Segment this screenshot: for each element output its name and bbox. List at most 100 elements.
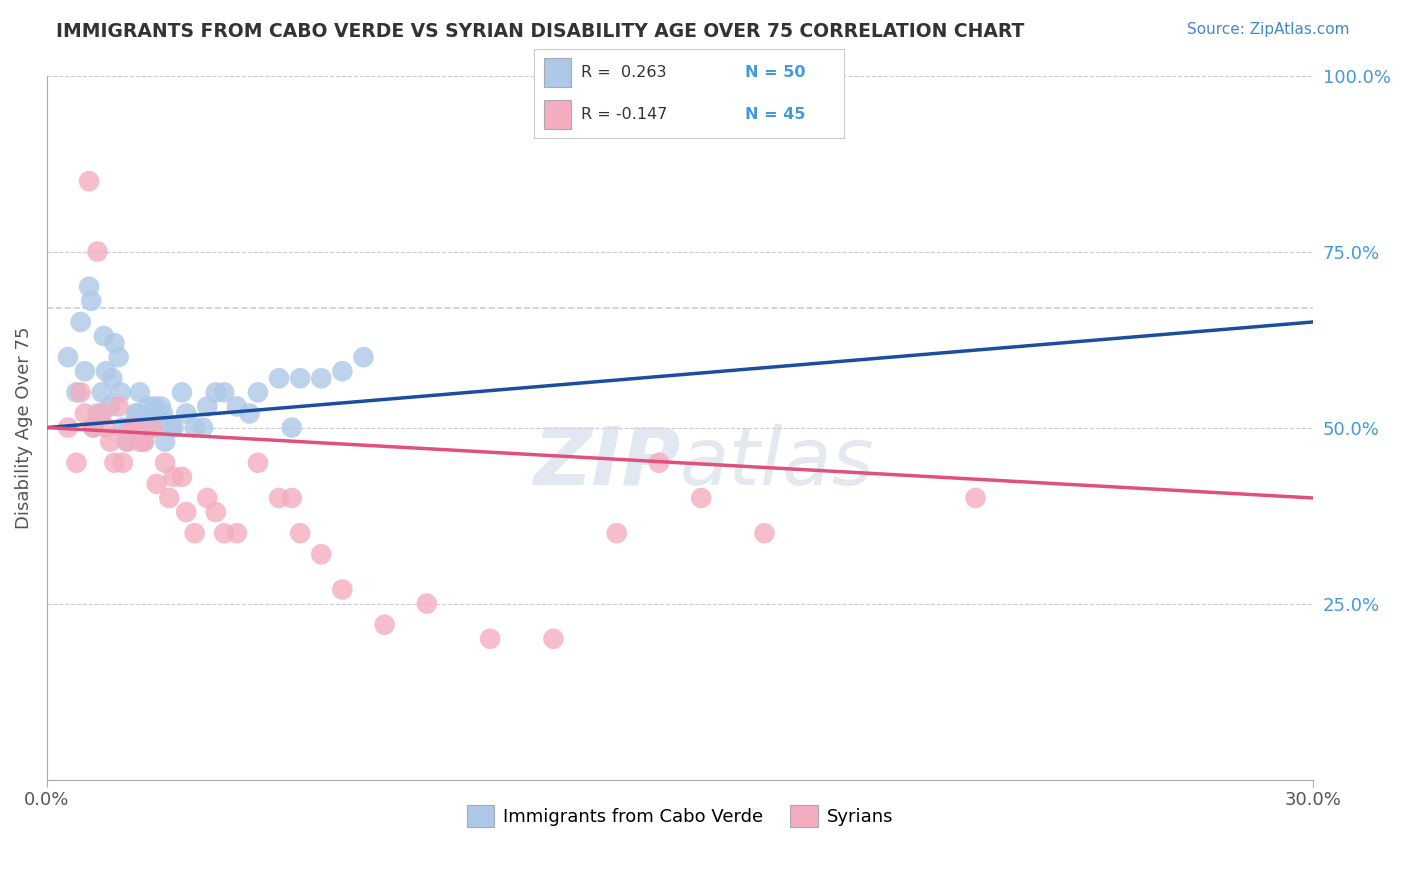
- Point: [195, 400, 218, 414]
- Point: [153, 434, 176, 449]
- Point: [288, 371, 311, 385]
- Point: [69, 385, 91, 400]
- Legend: Immigrants from Cabo Verde, Syrians: Immigrants from Cabo Verde, Syrians: [460, 797, 900, 834]
- Point: [225, 400, 247, 414]
- Point: [311, 371, 333, 385]
- Point: [212, 385, 235, 400]
- Point: [280, 491, 302, 505]
- Point: [754, 526, 776, 541]
- Point: [204, 385, 226, 400]
- Point: [606, 526, 628, 541]
- Point: [56, 420, 79, 434]
- Point: [90, 385, 112, 400]
- Text: Source: ZipAtlas.com: Source: ZipAtlas.com: [1187, 22, 1350, 37]
- Point: [145, 476, 167, 491]
- Point: [374, 617, 396, 632]
- Point: [56, 350, 79, 364]
- Point: [65, 456, 87, 470]
- Point: [648, 456, 671, 470]
- Point: [73, 407, 96, 421]
- Point: [124, 407, 146, 421]
- Point: [90, 407, 112, 421]
- Point: [127, 407, 149, 421]
- Point: [238, 407, 260, 421]
- Point: [157, 491, 180, 505]
- Point: [65, 385, 87, 400]
- Point: [86, 407, 108, 421]
- Point: [98, 434, 121, 449]
- Point: [143, 400, 166, 414]
- Point: [128, 434, 150, 449]
- Point: [77, 174, 100, 188]
- Point: [115, 434, 138, 449]
- Point: [246, 385, 269, 400]
- Point: [479, 632, 502, 646]
- Point: [353, 350, 375, 364]
- Text: R =  0.263: R = 0.263: [581, 65, 666, 79]
- Point: [162, 470, 184, 484]
- Point: [152, 407, 174, 421]
- Point: [111, 420, 134, 434]
- Point: [120, 420, 142, 434]
- Point: [965, 491, 987, 505]
- Point: [69, 315, 91, 329]
- Point: [93, 329, 115, 343]
- Point: [77, 279, 100, 293]
- Text: IMMIGRANTS FROM CABO VERDE VS SYRIAN DISABILITY AGE OVER 75 CORRELATION CHART: IMMIGRANTS FROM CABO VERDE VS SYRIAN DIS…: [56, 22, 1025, 41]
- Text: R = -0.147: R = -0.147: [581, 107, 666, 121]
- Point: [111, 456, 134, 470]
- Point: [141, 420, 163, 434]
- Point: [136, 400, 159, 414]
- Point: [204, 505, 226, 519]
- Point: [191, 420, 214, 434]
- Point: [82, 420, 104, 434]
- Point: [160, 420, 183, 434]
- Point: [162, 420, 184, 434]
- Point: [212, 526, 235, 541]
- Point: [170, 470, 193, 484]
- Point: [103, 456, 125, 470]
- Point: [174, 505, 197, 519]
- Point: [80, 293, 103, 308]
- Point: [416, 597, 439, 611]
- Point: [82, 420, 104, 434]
- Point: [98, 400, 121, 414]
- Point: [195, 491, 218, 505]
- Point: [110, 385, 132, 400]
- Point: [124, 420, 146, 434]
- Point: [174, 407, 197, 421]
- Point: [141, 420, 163, 434]
- Point: [690, 491, 713, 505]
- Point: [101, 371, 124, 385]
- Point: [332, 364, 354, 378]
- Point: [107, 400, 129, 414]
- Point: [118, 420, 141, 434]
- Point: [120, 420, 142, 434]
- Point: [103, 336, 125, 351]
- Point: [153, 456, 176, 470]
- Point: [149, 400, 172, 414]
- Point: [145, 407, 167, 421]
- Point: [183, 526, 205, 541]
- Point: [170, 385, 193, 400]
- Text: N = 50: N = 50: [745, 65, 806, 79]
- Point: [267, 371, 290, 385]
- Point: [267, 491, 290, 505]
- Point: [311, 547, 333, 561]
- Y-axis label: Disability Age Over 75: Disability Age Over 75: [15, 326, 32, 529]
- Point: [107, 350, 129, 364]
- Point: [543, 632, 565, 646]
- Point: [115, 434, 138, 449]
- Point: [94, 364, 117, 378]
- Point: [183, 420, 205, 434]
- Bar: [544, 58, 571, 87]
- Text: ZIP: ZIP: [533, 424, 681, 502]
- Point: [280, 420, 302, 434]
- Point: [246, 456, 269, 470]
- Point: [86, 244, 108, 259]
- Text: N = 45: N = 45: [745, 107, 806, 121]
- Point: [132, 434, 155, 449]
- Point: [73, 364, 96, 378]
- Bar: [544, 100, 571, 129]
- Point: [288, 526, 311, 541]
